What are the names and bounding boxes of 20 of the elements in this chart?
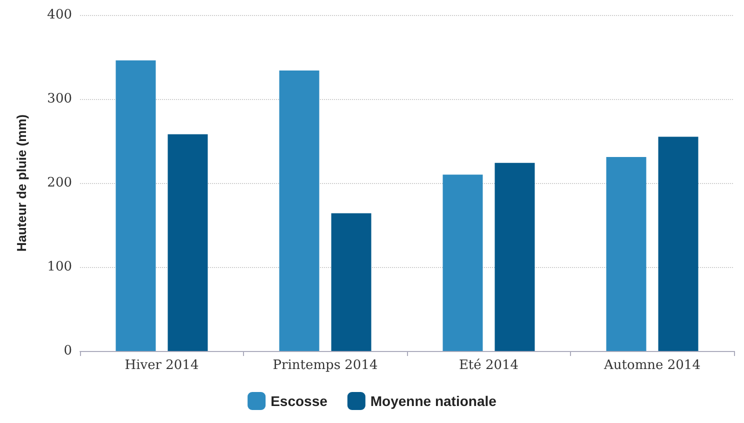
y-tick-label: 100 bbox=[47, 260, 72, 274]
y-tick-label: 200 bbox=[47, 176, 72, 190]
bar bbox=[494, 162, 535, 351]
legend-label: Moyenne nationale bbox=[370, 393, 497, 409]
y-tick-label: 0 bbox=[64, 344, 72, 358]
bar bbox=[168, 134, 208, 351]
y-axis-title: Hauteur de pluie (mm) bbox=[14, 114, 29, 252]
legend-label: Escosse bbox=[270, 393, 328, 409]
x-tick-label: Eté 2014 bbox=[458, 358, 519, 373]
bar bbox=[116, 60, 156, 351]
bar bbox=[331, 213, 372, 351]
bar bbox=[442, 174, 483, 351]
y-tick-label: 300 bbox=[47, 92, 72, 106]
bar bbox=[658, 136, 698, 351]
x-tick-label: Printemps 2014 bbox=[272, 358, 378, 373]
y-tick-label: 400 bbox=[47, 8, 72, 22]
x-tick-label: Hiver 2014 bbox=[124, 358, 199, 373]
bar bbox=[279, 70, 320, 351]
bar bbox=[606, 156, 646, 351]
x-tick-label: Automne 2014 bbox=[603, 358, 700, 373]
